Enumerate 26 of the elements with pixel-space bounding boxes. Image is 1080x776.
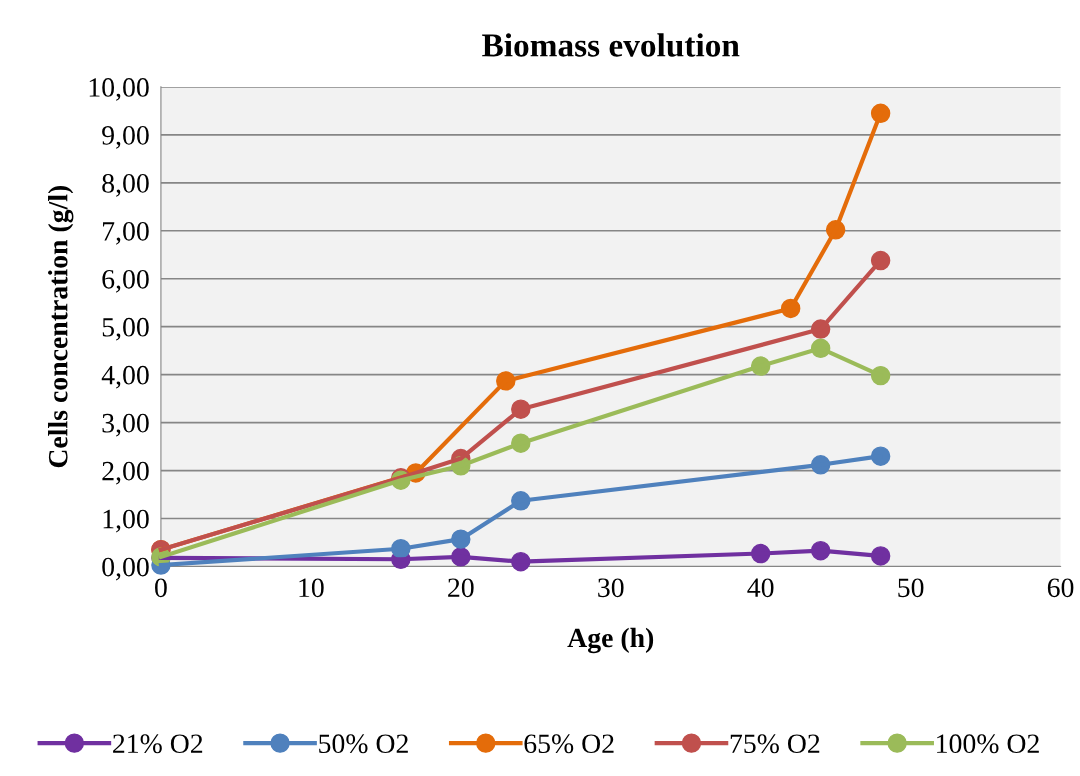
y-tick-label: 9,00 xyxy=(102,126,149,149)
x-tick-label: 60 xyxy=(1047,578,1074,598)
legend-label: 50% O2 xyxy=(319,734,408,754)
y-tick-label: 3,00 xyxy=(102,413,149,437)
y-tick-label: 5,00 xyxy=(102,317,149,341)
y-tick-label: 6,00 xyxy=(102,269,149,293)
y-tick-label: 0,00 xyxy=(102,557,149,581)
y-tick-label: 2,00 xyxy=(102,461,149,485)
y-tick-label: 10,00 xyxy=(89,78,149,101)
y-axis-title: Cells concentration (g/l) xyxy=(48,185,74,468)
y-tick-label: 8,00 xyxy=(102,173,149,197)
legend-label: 75% O2 xyxy=(730,734,820,754)
chart-title: Biomass evolution xyxy=(482,33,740,57)
y-tick-label: 1,00 xyxy=(103,509,149,533)
x-tick-label: 0 xyxy=(155,578,167,598)
legend-label: 21% O2 xyxy=(113,734,203,754)
y-tick-label: 4,00 xyxy=(101,365,149,389)
legend-label: 65% O2 xyxy=(524,734,614,754)
x-tick-label: 50 xyxy=(898,578,924,598)
x-tick-label: 40 xyxy=(747,578,774,598)
x-tick-label: 10 xyxy=(299,578,324,598)
x-tick-label: 20 xyxy=(448,578,474,598)
y-tick-label: 7,00 xyxy=(103,221,149,245)
x-tick-label: 30 xyxy=(598,578,624,598)
x-axis-title: Age (h) xyxy=(567,627,654,654)
legend-label: 100% O2 xyxy=(937,734,1039,754)
